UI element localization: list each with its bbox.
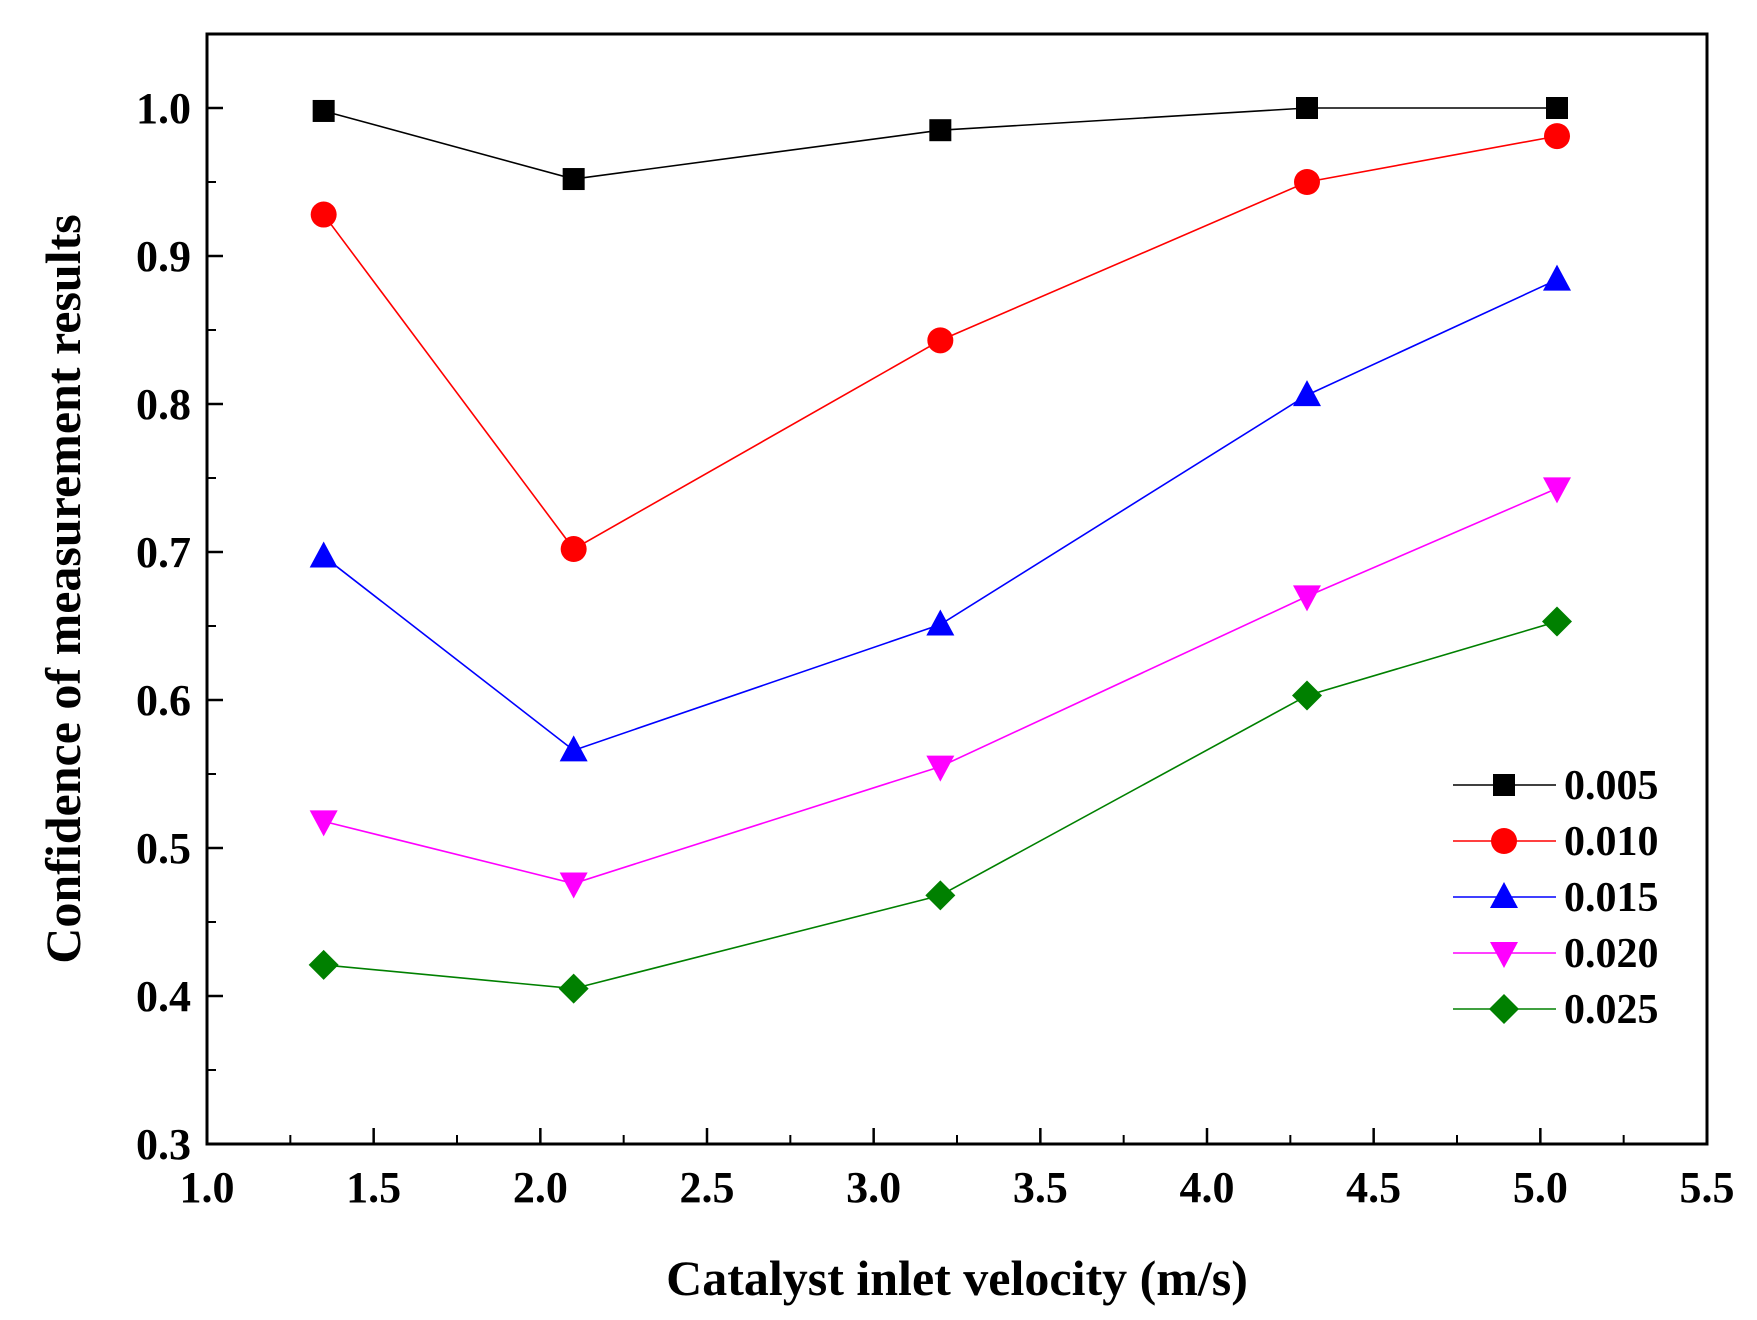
series-0.005 (312, 97, 1568, 191)
x-tick-label: 4.0 (1180, 1163, 1235, 1212)
y-tick-label: 0.3 (136, 1120, 191, 1169)
series-line (323, 487, 1558, 885)
y-tick-label: 0.8 (136, 380, 191, 429)
series-line (323, 620, 1558, 990)
y-tick-label: 0.5 (136, 824, 191, 873)
x-axis: 1.0 1.5 2.0 2.5 3.0 3.5 4.0 4.5 5.0 5.5 (180, 1128, 1735, 1212)
x-tick-label: 5.0 (1513, 1163, 1568, 1212)
y-tick-label: 0.4 (136, 972, 191, 1021)
data-point (926, 755, 955, 782)
data-point (559, 735, 588, 762)
x-tick-label: 3.0 (846, 1163, 901, 1212)
data-point (929, 119, 952, 142)
x-tick-label: 3.5 (1013, 1163, 1068, 1212)
data-point (309, 810, 338, 837)
y-axis-title: Confidence of measurement results (35, 214, 91, 963)
data-point (1543, 264, 1571, 291)
plot-frame (205, 32, 1709, 1146)
data-point (1296, 97, 1318, 119)
y-tick-label: 0.7 (136, 528, 191, 577)
x-tick-label: 1.0 (180, 1163, 235, 1212)
x-tick-label: 2.0 (513, 1163, 568, 1212)
data-point (558, 973, 589, 1004)
x-tick-label: 5.5 (1680, 1163, 1735, 1212)
data-point (927, 327, 954, 354)
data-point (926, 609, 955, 636)
x-tick-label: 4.5 (1346, 1163, 1401, 1212)
legend-marker (1489, 994, 1519, 1024)
data-point (1294, 169, 1320, 195)
y-tick-label: 0.6 (136, 676, 191, 725)
y-tick-label: 0.9 (136, 232, 191, 281)
data-point (562, 168, 585, 191)
x-tick-label: 1.5 (346, 1163, 401, 1212)
legend-label: 0.005 (1564, 763, 1659, 809)
legend-label: 0.015 (1564, 875, 1659, 921)
data-point (309, 541, 338, 568)
series-0.020 (309, 477, 1571, 899)
data-point (308, 949, 339, 980)
legend-marker (1490, 942, 1518, 968)
series-line (323, 107, 1557, 180)
data-point (1293, 585, 1321, 612)
legend-item: 0.015 (1453, 875, 1659, 921)
legend-marker (1491, 828, 1517, 854)
data-point (1543, 477, 1571, 504)
legend-item: 0.010 (1453, 819, 1659, 865)
y-tick-label: 1.0 (136, 84, 191, 133)
data-point (925, 880, 956, 911)
legend-item: 0.025 (1453, 987, 1659, 1033)
series-0.010 (310, 123, 1570, 563)
x-axis-title: Catalyst inlet velocity (m/s) (666, 1250, 1248, 1306)
data-point (559, 872, 588, 899)
legend-label: 0.025 (1564, 987, 1659, 1033)
legend-item: 0.020 (1453, 931, 1659, 977)
data-point (1542, 606, 1572, 637)
series-0.015 (309, 264, 1571, 762)
data-point (1544, 123, 1570, 150)
data-point (1293, 380, 1321, 407)
y-axis: 0.3 0.4 0.5 0.6 0.7 0.8 0.9 1.0 (136, 84, 223, 1169)
legend-marker (1493, 774, 1515, 796)
data-point (1292, 680, 1322, 711)
legend-label: 0.020 (1564, 931, 1659, 977)
legend-item: 0.005 (1453, 763, 1659, 809)
data-point (1546, 97, 1568, 119)
x-tick-label: 2.5 (680, 1163, 735, 1212)
legend-marker (1490, 882, 1518, 908)
legend: 0.005 0.010 0.015 0.020 0.025 (1453, 763, 1659, 1033)
data-point (312, 99, 335, 122)
legend-label: 0.010 (1564, 819, 1659, 865)
series-layer (308, 97, 1572, 1004)
data-point (310, 201, 337, 228)
series-0.025 (308, 606, 1572, 1004)
data-point (560, 536, 587, 563)
